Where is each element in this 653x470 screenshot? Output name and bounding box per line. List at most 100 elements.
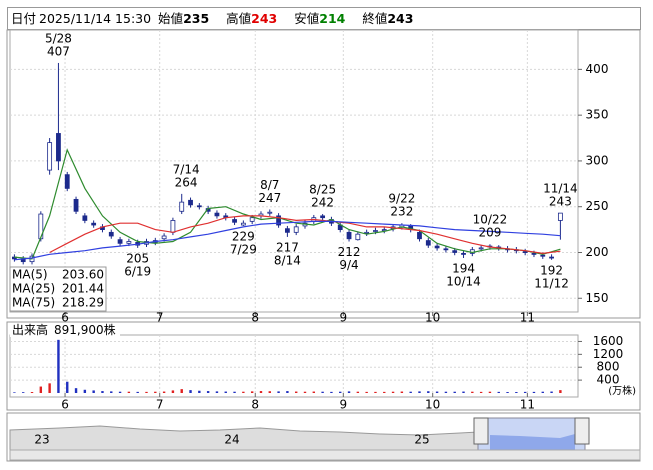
candle-body: [417, 231, 422, 240]
x-tick-label: 8: [251, 398, 259, 412]
candle-body: [214, 212, 220, 217]
candle-body: [117, 239, 123, 244]
volume-bar: [242, 391, 245, 393]
candle-body: [540, 254, 546, 257]
candle-body: [73, 198, 79, 212]
moving-average-line: [14, 220, 561, 261]
candle-body: [249, 217, 255, 222]
volume-bar: [127, 391, 131, 393]
candle-body: [276, 215, 281, 226]
x-tick-label: 10: [425, 398, 440, 412]
volume-bar: [559, 390, 562, 393]
high-value: 242: [311, 196, 334, 210]
volume-bar: [57, 339, 60, 393]
low-value: 212: [338, 245, 361, 259]
low-date: 6/19: [124, 264, 151, 278]
volume-bar: [13, 392, 16, 393]
high-date: 8/25: [309, 183, 336, 197]
high-value: 209: [478, 226, 501, 240]
candle-body: [170, 220, 176, 233]
candle-body: [531, 253, 537, 255]
volume-title: 出来高 891,900株: [12, 322, 116, 337]
high: 243: [251, 11, 278, 26]
high-date: 11/14: [543, 182, 578, 196]
volume-bar: [162, 391, 166, 393]
legend-box: [9, 266, 107, 312]
candle-body: [381, 229, 387, 231]
open: 235: [183, 11, 210, 26]
candle-body: [284, 228, 290, 233]
candle-body: [549, 256, 554, 259]
high-value: 232: [390, 205, 413, 219]
volume-bar: [541, 391, 544, 393]
legend-name: MA(5): [12, 268, 48, 282]
candle-body: [355, 233, 361, 241]
candle-body: [64, 174, 70, 189]
volume-bar: [321, 391, 324, 393]
volume-bar: [462, 391, 465, 393]
candle-body: [557, 212, 563, 221]
close: 243: [387, 11, 414, 26]
candle-body: [373, 230, 378, 232]
volume-bar: [427, 391, 430, 393]
high-date: 7/14: [173, 162, 200, 176]
volume-bar: [453, 391, 456, 393]
volume-bar: [330, 391, 333, 393]
plot-frame: [9, 29, 579, 313]
volume-bar: [435, 391, 439, 393]
navigator-handle[interactable]: [574, 417, 590, 445]
legend-name: MA(25): [12, 282, 55, 296]
candle-body: [346, 231, 352, 240]
volume-bar: [471, 391, 474, 393]
moving-average-line: [49, 215, 561, 255]
volume-bar: [22, 392, 25, 393]
high-value: 407: [47, 44, 70, 58]
candle-body: [161, 235, 167, 240]
high-date: 9/22: [388, 192, 415, 206]
low-value: 192: [540, 263, 563, 277]
candle-body: [425, 240, 431, 246]
navigator-label: 25: [414, 433, 429, 447]
x-tick-label: 8: [251, 311, 259, 325]
volume-bar: [383, 391, 386, 393]
volume-bar: [523, 391, 527, 393]
volume-title-bg: [10, 323, 120, 337]
high-value: 247: [258, 191, 281, 205]
high-value: 264: [175, 175, 198, 189]
volume-bar: [506, 392, 509, 393]
volume-bar: [356, 391, 360, 393]
candle-body: [240, 222, 246, 226]
legend-value: 203.60: [62, 268, 104, 282]
high-date: 8/7: [260, 178, 279, 192]
volume-bar: [233, 391, 236, 393]
low-date: 11/12: [534, 276, 569, 290]
volume-bar: [92, 390, 95, 393]
y-tick-label: 150: [586, 291, 609, 305]
volume-bar: [215, 391, 219, 393]
y-tick-label: 1200: [593, 347, 624, 361]
navigator-scrollbar[interactable]: [9, 449, 641, 461]
candle-body: [434, 245, 440, 249]
x-tick-label: 11: [520, 311, 535, 325]
volume-bar: [409, 391, 412, 393]
volume-bar: [339, 391, 342, 393]
candle-body: [522, 251, 528, 253]
candle-body: [56, 133, 61, 162]
volume-bar: [365, 391, 368, 393]
candle-body: [179, 201, 185, 212]
y-tick-label: 400: [586, 62, 609, 76]
navigator-handle[interactable]: [473, 417, 489, 445]
y-tick-label: 350: [586, 108, 609, 122]
y-tick-label: 250: [586, 199, 609, 213]
volume-bar: [154, 391, 157, 393]
volume-bar: [180, 389, 183, 393]
navigator-label: 23: [34, 433, 49, 447]
x-tick-label: 6: [61, 398, 69, 412]
volume-bar: [206, 391, 210, 393]
low-value: 217: [276, 240, 299, 254]
x-tick-label: 9: [339, 311, 347, 325]
y-tick-label: 300: [586, 153, 609, 167]
volume-bar: [312, 391, 316, 393]
volume-bar: [39, 386, 43, 393]
